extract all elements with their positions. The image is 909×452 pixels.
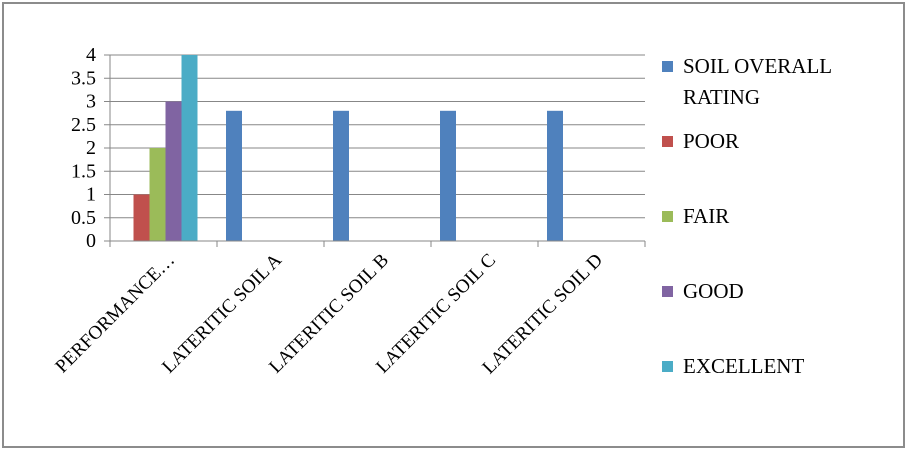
bar-fair	[149, 148, 166, 241]
axes	[104, 54, 646, 247]
y-tick-label: 0	[86, 230, 96, 252]
x-category-label: PERFORMANCE…	[51, 250, 179, 378]
bar-soil-overall-rating	[440, 110, 456, 241]
y-tick-label: 2	[86, 137, 96, 159]
bar-soil-overall-rating	[333, 110, 349, 241]
legend-swatch-excellent	[662, 361, 673, 372]
x-category-label: LATERITIC SOIL C	[372, 250, 500, 378]
legend-label: FAIR	[683, 204, 729, 228]
y-tick-label: 0.5	[71, 207, 96, 229]
y-tick-label: 3	[86, 91, 96, 113]
x-category-label: LATERITIC SOIL A	[158, 249, 286, 377]
y-tick-label: 1	[86, 184, 96, 206]
y-tick-label: 4	[86, 44, 96, 66]
y-tick-label: 3.5	[71, 67, 96, 89]
y-tick-labels: 00.511.522.533.54	[71, 44, 96, 252]
bar-excellent	[181, 55, 198, 241]
bar-soil-overall-rating	[226, 110, 242, 241]
legend-swatch-fair	[662, 211, 673, 222]
legend-label: EXCELLENT	[683, 354, 804, 378]
x-category-label: LATERITIC SOIL B	[265, 250, 393, 378]
legend-label: GOOD	[683, 279, 744, 303]
bar-good	[165, 101, 182, 241]
legend-swatch-soil-overall-rating	[662, 61, 673, 72]
legend-swatch-good	[662, 286, 673, 297]
x-category-label: LATERITIC SOIL D	[478, 250, 607, 379]
y-tick-label: 2.5	[71, 114, 96, 136]
bars	[133, 55, 563, 241]
bar-poor	[133, 194, 150, 241]
legend-label: POOR	[683, 129, 739, 153]
y-tick-label: 1.5	[71, 160, 96, 182]
bar-soil-overall-rating	[547, 110, 563, 241]
legend: SOIL OVERALL RATING POOR FAIR GOOD EXCELLENT	[662, 54, 832, 378]
legend-label: SOIL OVERALL RATING	[683, 54, 832, 109]
legend-swatch-poor	[662, 136, 673, 147]
